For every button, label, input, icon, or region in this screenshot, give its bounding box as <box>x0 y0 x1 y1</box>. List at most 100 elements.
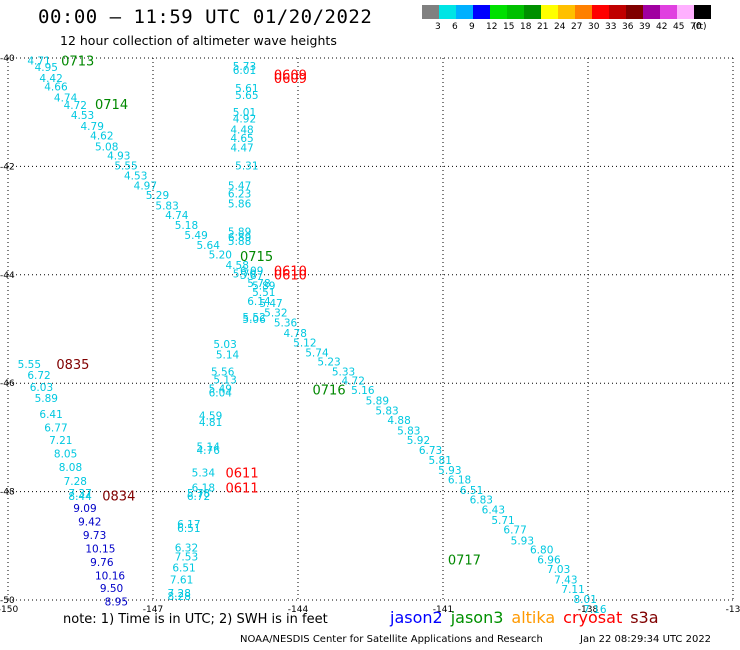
wave-height-label: 4.74 <box>165 210 189 222</box>
wave-height-label: 5.55 <box>114 160 137 172</box>
legend-swatch <box>609 5 626 19</box>
wave-height-label: 4.76 <box>197 445 221 457</box>
pass-time-label: 0610 <box>274 264 307 279</box>
wave-height-label: 6.73 <box>419 445 442 457</box>
wave-height-label: 4.53 <box>71 110 94 122</box>
wave-height-label: 6.80 <box>530 545 553 557</box>
lon-tick-label: -150 <box>0 605 18 615</box>
legend-swatch <box>677 5 694 19</box>
wave-height-label: 6.09 <box>240 265 263 277</box>
legend-label: 24 <box>554 22 566 32</box>
wave-height-label: 6.51 <box>177 523 200 535</box>
wave-height-label: 9.50 <box>100 583 123 595</box>
wave-height-label: 6.77 <box>44 423 67 435</box>
pass-time-label: 0609 <box>274 68 307 83</box>
pass-time-label: 0714 <box>95 98 128 113</box>
legend-label: 39 <box>639 22 651 32</box>
legend-label: 27 <box>571 22 583 32</box>
legend-swatch <box>575 5 592 19</box>
legend-swatch <box>643 5 660 19</box>
legend-swatch <box>439 5 456 19</box>
wave-height-label: 6.72 <box>27 370 50 382</box>
wave-height-label: 5.32 <box>264 308 287 320</box>
wave-height-label: 5.61 <box>235 83 258 95</box>
wave-height-label: 4.72 <box>64 100 87 112</box>
pass-time-label: 0611 <box>226 481 259 496</box>
legend-label: 3 <box>435 22 441 32</box>
pass-time-label: 0609 <box>274 72 307 87</box>
satellite-s3a: s3a <box>630 608 659 627</box>
legend-swatch <box>456 5 473 19</box>
wave-height-label: 5.83 <box>375 405 398 417</box>
wave-height-label: 6.32 <box>175 542 198 554</box>
wave-height-label: 6.18 <box>192 482 215 494</box>
legend-label: 9 <box>469 22 475 32</box>
wave-height-label: 4.53 <box>124 171 147 183</box>
satellite-altika: altika <box>511 608 556 627</box>
wave-height-label: 5.49 <box>209 384 232 396</box>
footer-note: note: 1) Time is in UTC; 2) SWH is in fe… <box>63 612 328 627</box>
pass-time-label: 0715 <box>240 250 273 265</box>
wave-height-label: 8.44 <box>68 491 92 503</box>
legend-swatch <box>422 5 439 19</box>
lat-tick-label: -46 <box>0 379 15 389</box>
wave-height-label: 5.47 <box>228 180 251 192</box>
lat-tick-label: -50 <box>0 596 15 606</box>
lat-tick-label: -40 <box>0 54 15 64</box>
wave-height-label: 4.59 <box>199 411 222 423</box>
legend-swatch <box>660 5 677 19</box>
wave-height-label: 4.48 <box>230 125 253 137</box>
wave-height-label: 5.03 <box>213 339 236 351</box>
legend-label: 70 <box>690 22 702 32</box>
legend-swatch <box>558 5 575 19</box>
wave-height-label: 4.95 <box>35 62 58 74</box>
wave-height-label: 6.01 <box>233 65 256 77</box>
legend-label: 15 <box>503 22 515 32</box>
legend-label: 33 <box>605 22 617 32</box>
wave-height-label: 4.42 <box>39 73 62 85</box>
wave-height-label: 7.28 <box>64 476 87 488</box>
page-subtitle: 12 hour collection of altimeter wave hei… <box>60 33 337 48</box>
wave-height-label: 5.12 <box>293 338 316 350</box>
wave-height-label: 5.01 <box>233 107 256 119</box>
wave-height-label: 5.70 <box>233 269 256 281</box>
wave-height-label: 7.37 <box>68 488 91 500</box>
wave-height-label: 5.83 <box>155 200 178 212</box>
satellite-legend: jason2 jason3 altika cryosat s3a <box>390 608 667 627</box>
wave-height-label: 5.87 <box>240 270 263 282</box>
wave-height-label: 9.73 <box>83 530 106 542</box>
satellite-jason2: jason2 <box>390 608 443 627</box>
wave-height-label: 4.78 <box>284 328 307 340</box>
wave-height-label: 9.76 <box>90 557 114 569</box>
legend-label: 6 <box>452 22 458 32</box>
wave-height-label: 5.14 <box>216 349 240 361</box>
wave-height-label: 5.81 <box>429 455 452 467</box>
wave-height-label: 5.06 <box>242 314 266 326</box>
wave-height-label: 7.21 <box>49 435 72 447</box>
wave-height-label: 6.43 <box>482 504 505 516</box>
wave-height-label: 5.47 <box>259 298 282 310</box>
wave-height-label: 5.89 <box>252 281 275 293</box>
wave-height-label: 5.93 <box>511 535 534 547</box>
wave-height-label: 4.81 <box>199 417 222 429</box>
wave-height-label: 5.52 <box>242 312 265 324</box>
wave-height-label: 5.23 <box>317 357 340 369</box>
lon-tick-label: -141 <box>433 605 453 615</box>
wave-height-label: 5.51 <box>252 287 275 299</box>
wave-height-label: 5.89 <box>228 226 251 238</box>
legend-swatch <box>694 5 711 19</box>
pass-time-label: 0834 <box>102 489 135 504</box>
wave-height-label: 5.89 <box>35 393 58 405</box>
wave-height-label: 7.28 <box>168 588 191 600</box>
wave-height-label: 6.03 <box>30 382 53 394</box>
wave-height-label: 5.56 <box>211 366 235 378</box>
wave-height-label: 4.79 <box>81 121 104 133</box>
wave-height-label: 9.42 <box>78 516 101 528</box>
credit-line: NOAA/NESDIS Center for Satellite Applica… <box>240 634 543 645</box>
page-title: 00:00 – 11:59 UTC 01/20/2022 <box>38 6 373 28</box>
pass-time-label: 0610 <box>274 268 307 283</box>
wave-height-label: 4.97 <box>134 180 157 192</box>
lat-tick-label: -48 <box>0 488 15 498</box>
wave-height-label: 6.89 <box>228 232 251 244</box>
